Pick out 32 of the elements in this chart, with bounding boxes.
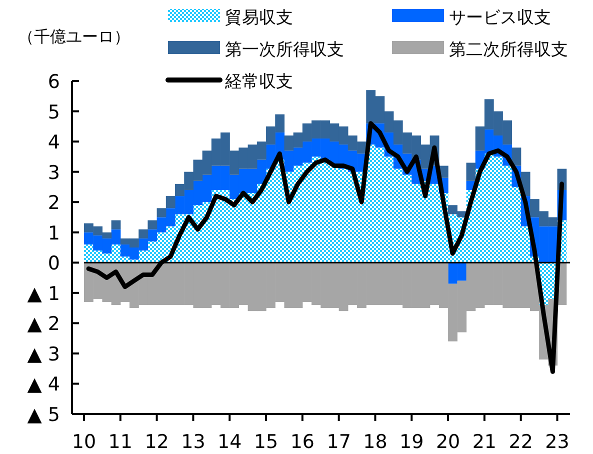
x-tick-label: 16 <box>290 431 315 453</box>
y-axis-title: （千億ユーロ） <box>18 27 130 46</box>
y-tick-label: 1 <box>48 222 60 244</box>
y-tick-label: 0 <box>48 252 60 275</box>
x-tick-label: 23 <box>545 431 570 453</box>
y-tick-label: 5 <box>48 101 60 124</box>
x-tick-label: 10 <box>72 431 96 453</box>
y-tick-label: 2 <box>48 192 60 214</box>
x-tick-label: 11 <box>108 431 132 453</box>
x-tick-label: 14 <box>218 431 242 453</box>
legend-label: サービス収支 <box>449 8 551 28</box>
legend-label: 経常収支 <box>224 72 293 92</box>
x-tick-label: 20 <box>436 431 460 453</box>
x-tick-label: 19 <box>400 431 424 453</box>
y-tick-label: ▲ 3 <box>27 343 60 366</box>
y-tick-label: ▲ 4 <box>27 374 60 396</box>
y-tick-label: ▲ 1 <box>27 282 60 305</box>
legend-label: 第二次所得収支 <box>449 40 568 60</box>
x-tick-label: 17 <box>326 431 351 453</box>
x-tick-label: 21 <box>472 431 497 453</box>
legend-label: 第一次所得収支 <box>225 40 344 60</box>
x-tick-label: 22 <box>508 431 533 453</box>
y-tick-label: 6 <box>48 71 60 93</box>
legend-label: 貿易収支 <box>225 8 293 28</box>
y-tick-label: ▲ 5 <box>27 404 60 426</box>
x-tick-label: 12 <box>144 431 169 453</box>
y-tick-label: 3 <box>48 162 60 184</box>
y-tick-label: ▲ 2 <box>27 313 60 336</box>
x-tick-label: 18 <box>363 431 388 453</box>
y-tick-label: 4 <box>48 132 60 154</box>
x-tick-label: 13 <box>181 431 206 453</box>
x-tick-label: 15 <box>254 431 278 453</box>
